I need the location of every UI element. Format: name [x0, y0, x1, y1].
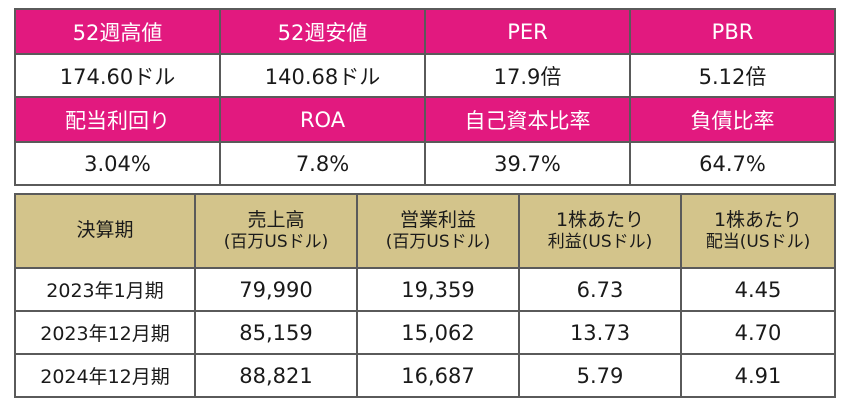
- table-cell-eps: 6.73: [520, 269, 680, 310]
- table-cell-operating-income: 19,359: [358, 269, 518, 310]
- table-cell-eps: 5.79: [520, 355, 680, 396]
- table-row-period: 2023年12月期: [16, 312, 194, 353]
- column-header-eps: 1株あたり 利益(USドル): [520, 195, 680, 267]
- table-row-period: 2023年1月期: [16, 269, 194, 310]
- header-pbr: PBR: [631, 10, 834, 53]
- table-cell-revenue: 88,821: [196, 355, 356, 396]
- value-52w-high: 174.60ドル: [16, 55, 219, 96]
- value-52w-low: 140.68ドル: [221, 55, 424, 96]
- table-cell-dps: 4.91: [682, 355, 834, 396]
- header-equity-ratio: 自己資本比率: [426, 98, 629, 141]
- column-header-period: 決算期: [16, 195, 194, 267]
- table-cell-operating-income: 16,687: [358, 355, 518, 396]
- column-header-revenue: 売上高 (百万USドル): [196, 195, 356, 267]
- column-header-operating-income: 営業利益 (百万USドル): [358, 195, 518, 267]
- header-debt-ratio: 負債比率: [631, 98, 834, 141]
- value-per: 17.9倍: [426, 55, 629, 96]
- header-roa: ROA: [221, 98, 424, 141]
- table-cell-dps: 4.70: [682, 312, 834, 353]
- value-equity-ratio: 39.7%: [426, 143, 629, 184]
- value-debt-ratio: 64.7%: [631, 143, 834, 184]
- value-pbr: 5.12倍: [631, 55, 834, 96]
- table-cell-eps: 13.73: [520, 312, 680, 353]
- table-cell-revenue: 79,990: [196, 269, 356, 310]
- header-per: PER: [426, 10, 629, 53]
- table-cell-operating-income: 15,062: [358, 312, 518, 353]
- column-header-dps: 1株あたり 配当(USドル): [682, 195, 834, 267]
- header-52w-low: 52週安値: [221, 10, 424, 53]
- value-roa: 7.8%: [221, 143, 424, 184]
- financial-results-table: 決算期 売上高 (百万USドル) 営業利益 (百万USドル) 1株あたり 利益(…: [14, 193, 836, 398]
- value-dividend-yield: 3.04%: [16, 143, 219, 184]
- stock-stats-panel: 52週高値 52週安値 PER PBR 174.60ドル 140.68ドル 17…: [14, 8, 836, 186]
- header-52w-high: 52週高値: [16, 10, 219, 53]
- table-row-period: 2024年12月期: [16, 355, 194, 396]
- table-cell-dps: 4.45: [682, 269, 834, 310]
- table-cell-revenue: 85,159: [196, 312, 356, 353]
- header-dividend-yield: 配当利回り: [16, 98, 219, 141]
